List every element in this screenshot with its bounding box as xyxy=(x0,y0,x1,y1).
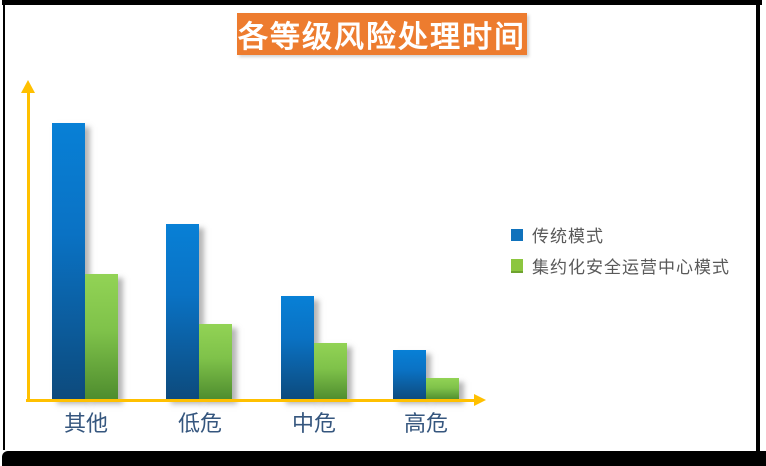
bar xyxy=(199,324,232,400)
chart-title: 各等级风险处理时间 xyxy=(238,21,526,54)
frame-border-bottom xyxy=(2,451,766,466)
bar xyxy=(85,274,118,400)
x-axis-line xyxy=(26,399,476,402)
legend: 传统模式 集约化安全运营中心模式 xyxy=(511,219,730,281)
bar xyxy=(52,123,85,400)
y-axis-line xyxy=(27,92,30,402)
chart-title-banner: 各等级风险处理时间 xyxy=(237,13,527,55)
bar xyxy=(314,343,347,400)
bar xyxy=(281,296,314,400)
bar xyxy=(166,224,199,400)
category-label: 其他 xyxy=(63,411,108,436)
x-axis-arrow-icon xyxy=(474,394,486,406)
frame-border-top xyxy=(2,0,762,5)
legend-item-traditional: 传统模式 xyxy=(511,219,730,250)
bar xyxy=(426,378,459,400)
legend-label: 集约化安全运营中心模式 xyxy=(532,258,730,277)
bar xyxy=(393,350,426,400)
category-label: 高危 xyxy=(403,411,448,436)
y-axis-arrow-icon xyxy=(21,80,35,93)
category-label: 中危 xyxy=(291,411,336,436)
legend-label: 传统模式 xyxy=(532,227,604,246)
category-label: 低危 xyxy=(177,411,222,436)
frame-border-right xyxy=(756,4,760,452)
legend-swatch-blue-icon xyxy=(511,228,523,241)
legend-item-soc: 集约化安全运营中心模式 xyxy=(511,250,730,281)
legend-swatch-green-icon xyxy=(511,258,523,273)
frame-border-left xyxy=(3,4,5,450)
